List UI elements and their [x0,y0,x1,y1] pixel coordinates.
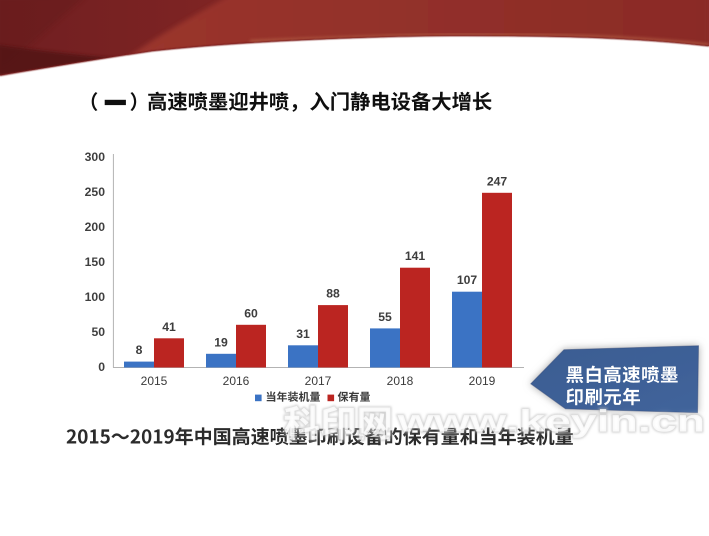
svg-text:2017: 2017 [305,374,332,388]
svg-text:2018: 2018 [387,374,414,388]
svg-text:50: 50 [91,325,105,339]
svg-text:88: 88 [326,287,340,301]
svg-text:19: 19 [214,335,228,349]
svg-text:2015: 2015 [141,374,168,388]
svg-text:100: 100 [85,290,106,304]
svg-text:247: 247 [487,174,508,188]
svg-text:250: 250 [85,185,106,199]
svg-text:2016: 2016 [223,374,250,388]
svg-text:31: 31 [296,327,310,341]
svg-text:2019: 2019 [469,374,496,388]
svg-text:141: 141 [405,249,426,263]
svg-text:0: 0 [98,360,105,374]
svg-text:150: 150 [85,255,106,269]
svg-text:8: 8 [136,343,143,357]
svg-text:41: 41 [162,320,176,334]
svg-text:60: 60 [244,306,258,320]
svg-text:300: 300 [85,150,106,164]
svg-text:55: 55 [378,310,392,324]
svg-text:107: 107 [457,273,478,287]
svg-text:200: 200 [85,220,106,234]
